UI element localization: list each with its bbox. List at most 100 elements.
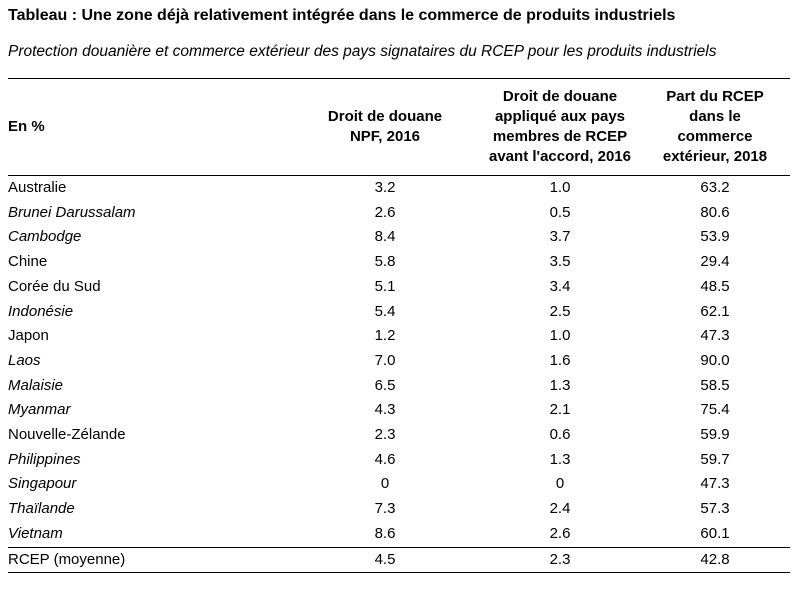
rcep-tariff-cell: 2.3 (480, 546, 640, 574)
rcep-tariff-cell: 3.4 (549, 277, 571, 295)
rcep-share-cell: 42.8 (640, 546, 790, 574)
npf-tariff-cell: 7.0 (374, 351, 396, 369)
country-cell: Cambodge (8, 228, 82, 246)
rcep-tariff-cell: 1.0 (549, 179, 571, 196)
country-cell: Indonésie (8, 302, 74, 320)
rcep-share-cell: 80.6 (700, 203, 730, 221)
data-table: En % Droit de douane NPF, 2016 Droit de … (8, 78, 790, 574)
npf-tariff-cell: 8.4 (374, 228, 396, 246)
npf-tariff-cell: 3.2 (374, 179, 396, 196)
rcep-share-cell: 62.1 (700, 302, 730, 320)
header-line: commerce (677, 128, 753, 145)
country-cell: Japon (8, 327, 49, 345)
table-row: Indonésie 5.4 2.5 62.1 (8, 300, 790, 325)
header-line: membres de RCEP (492, 128, 628, 145)
npf-tariff-cell: 2.6 (374, 203, 396, 221)
country-cell: Malaisie (8, 376, 64, 394)
header-label: En % (8, 78, 290, 176)
npf-tariff-cell: 4.6 (374, 450, 396, 468)
npf-tariff-cell: 4.3 (374, 401, 396, 419)
rcep-tariff-cell: 1.3 (549, 450, 571, 468)
table-row: Thaïlande 7.3 2.4 57.3 (8, 497, 790, 522)
header-line: avant l'accord, 2016 (489, 148, 631, 165)
header-npf-tariff: Droit de douane NPF, 2016 (290, 78, 480, 176)
table-row: Laos 7.0 1.6 90.0 (8, 349, 790, 374)
rcep-share-cell: 29.4 (700, 253, 730, 271)
rcep-tariff-cell: 0.6 (549, 426, 571, 444)
table-row: Vietnam 8.6 2.6 60.1 (8, 522, 790, 547)
country-cell: Myanmar (8, 401, 71, 419)
header-line: extérieur, 2018 (662, 148, 768, 165)
rcep-share-cell: 57.3 (700, 500, 730, 518)
country-cell: Brunei Darussalam (8, 203, 136, 221)
rcep-share-cell: 47.3 (700, 475, 730, 493)
table-row: Singapour 0 0 47.3 (8, 472, 790, 497)
country-cell: Philippines (8, 450, 81, 468)
header-line: Part du RCEP (666, 88, 764, 105)
rcep-tariff-cell: 2.1 (549, 401, 571, 419)
npf-tariff-cell: 5.1 (374, 277, 396, 295)
rcep-share-cell: 75.4 (700, 401, 730, 419)
table-row: Nouvelle-Zélande 2.3 0.6 59.9 (8, 423, 790, 448)
table-row: Japon 1.2 1.0 47.3 (8, 324, 790, 349)
header-line: Droit de douane (327, 108, 443, 125)
country-cell: RCEP (moyenne) (8, 546, 290, 574)
header-line: appliqué aux pays (494, 108, 626, 125)
table-row: Brunei Darussalam 2.6 0.5 80.6 (8, 201, 790, 226)
rcep-tariff-cell: 3.5 (549, 253, 571, 271)
table-row: Australie 3.2 1.0 63.2 (8, 176, 790, 201)
rcep-share-cell: 59.9 (700, 426, 730, 444)
table-body: Australie 3.2 1.0 63.2 Brunei Darussalam 2.6 0… (8, 176, 790, 574)
npf-tariff-cell: 0 (380, 475, 390, 493)
rcep-tariff-cell: 1.0 (549, 327, 571, 345)
country-cell: Thaïlande (8, 500, 75, 518)
average-row: RCEP (moyenne) 4.5 2.3 42.8 (8, 546, 790, 574)
table-row: Malaisie 6.5 1.3 58.5 (8, 374, 790, 399)
header-rcep-share: Part du RCEP dans le commerce extérieur,… (640, 78, 790, 176)
npf-tariff-cell: 4.5 (290, 546, 480, 574)
npf-tariff-cell: 5.4 (374, 302, 396, 320)
table-row: Philippines 4.6 1.3 59.7 (8, 448, 790, 473)
rcep-tariff-cell: 1.6 (549, 351, 571, 369)
country-cell: Vietnam (8, 524, 63, 542)
header-line: Droit de douane (502, 88, 618, 105)
rcep-share-cell: 90.0 (700, 351, 730, 369)
rcep-tariff-cell: 2.4 (549, 500, 571, 518)
rcep-tariff-cell: 3.7 (549, 228, 571, 246)
country-cell: Nouvelle-Zélande (8, 426, 126, 444)
npf-tariff-cell: 5.8 (374, 253, 396, 271)
header-line: dans le (689, 108, 741, 125)
rcep-share-cell: 58.5 (700, 376, 730, 394)
document: Tableau : Une zone déjà relativement int… (0, 5, 800, 574)
rcep-tariff-cell: 1.3 (549, 376, 571, 394)
rcep-share-cell: 60.1 (700, 524, 730, 542)
npf-tariff-cell: 8.6 (374, 524, 396, 542)
npf-tariff-cell: 6.5 (374, 376, 396, 394)
country-cell: Chine (8, 253, 48, 271)
rcep-tariff-cell: 2.5 (549, 302, 571, 320)
table-row: Chine 5.8 3.5 29.4 (8, 250, 790, 275)
table-row: Myanmar 4.3 2.1 75.4 (8, 398, 790, 423)
table-title: Tableau : Une zone déjà relativement int… (8, 7, 676, 24)
country-cell: Australie (8, 179, 67, 196)
country-cell: Singapour (8, 475, 77, 493)
rcep-tariff-cell: 0.5 (549, 203, 571, 221)
npf-tariff-cell: 7.3 (374, 500, 396, 518)
npf-tariff-cell: 1.2 (374, 327, 396, 345)
rcep-share-cell: 53.9 (700, 228, 730, 246)
country-cell: Laos (8, 351, 41, 369)
rcep-tariff-cell: 2.6 (549, 524, 571, 542)
header-rcep-tariff: Droit de douane appliqué aux pays membre… (480, 78, 640, 176)
rcep-share-cell: 59.7 (700, 450, 730, 468)
rcep-tariff-cell: 0 (555, 475, 565, 493)
table-row: Cambodge 8.4 3.7 53.9 (8, 225, 790, 250)
rcep-share-cell: 63.2 (700, 179, 730, 196)
table-row: Corée du Sud 5.1 3.4 48.5 (8, 275, 790, 300)
table-subtitle: Protection douanière et commerce extérie… (8, 43, 717, 60)
country-cell: Corée du Sud (8, 277, 101, 295)
header-line: NPF, 2016 (349, 128, 421, 145)
npf-tariff-cell: 2.3 (374, 426, 396, 444)
rcep-share-cell: 47.3 (700, 327, 730, 345)
header-row: En % Droit de douane NPF, 2016 Droit de … (8, 78, 790, 176)
rcep-share-cell: 48.5 (700, 277, 730, 295)
